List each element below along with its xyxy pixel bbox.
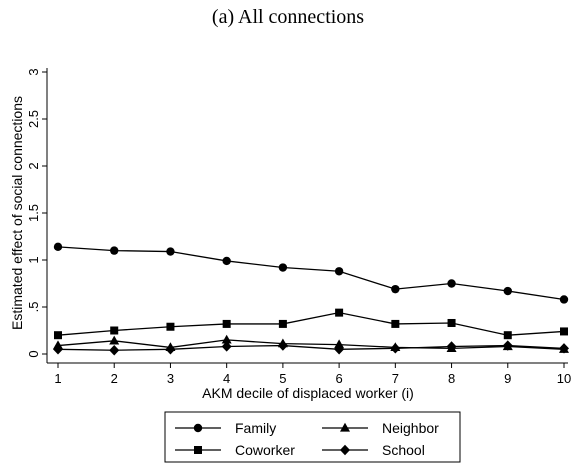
x-tick-label: 10 [557, 371, 571, 386]
series-coworker [54, 308, 568, 340]
school-point [277, 340, 288, 351]
neighbor-point [334, 339, 345, 349]
coworker-point [447, 318, 456, 327]
school-point [559, 343, 569, 354]
family-point [53, 242, 63, 252]
family-point [447, 279, 456, 288]
legend-label: Coworker [235, 442, 295, 458]
coworker-point [54, 331, 62, 340]
school-point [502, 340, 513, 351]
x-tick-label: 6 [335, 371, 342, 386]
legend-label: Neighbor [382, 420, 439, 436]
x-tick-label: 8 [448, 371, 455, 386]
family-point [503, 286, 512, 296]
coworker-point [110, 326, 119, 335]
neighbor-point [109, 335, 120, 345]
family-point [334, 267, 344, 276]
legend-marker [194, 446, 202, 454]
school-point [165, 344, 176, 355]
legend-item-coworker: Coworker [175, 442, 295, 458]
figure-caption: (a) All connections [211, 6, 365, 28]
family-point [278, 263, 288, 272]
family-point [166, 247, 175, 256]
x-tick-label: 5 [279, 371, 286, 386]
family-line [57, 246, 565, 301]
school-point [109, 345, 120, 356]
school-point [53, 344, 63, 355]
series-school [53, 340, 569, 356]
school-point [390, 343, 401, 354]
series-family [53, 242, 569, 304]
family-point [559, 295, 569, 304]
legend-marker [193, 423, 203, 433]
y-tick-label: 1.5 [26, 204, 41, 222]
axes: 0 .5 1 1.5 2 2.5 3 1 2 3 4 5 6 7 8 9 10 [26, 68, 571, 386]
legend-item-school: School [322, 442, 425, 458]
y-axis-title: Estimated effect of social connections [9, 96, 25, 330]
legend-box [164, 411, 461, 463]
plot-area [47, 63, 569, 363]
school-point [334, 344, 345, 355]
x-tick-label: 1 [54, 371, 61, 386]
school-point [221, 341, 232, 352]
legend-item-neighbor: Neighbor [322, 420, 439, 436]
coworker-point [560, 327, 568, 336]
school-line [57, 344, 565, 351]
x-axis-title: AKM decile of displaced worker (i) [202, 385, 414, 401]
y-tick-label: 1 [26, 256, 41, 263]
legend-label: School [382, 442, 425, 458]
y-tick-label: .5 [26, 302, 41, 313]
coworker-point [503, 331, 512, 340]
x-tick-label: 3 [167, 371, 174, 386]
neighbor-line [57, 339, 565, 350]
coworker-point [335, 308, 344, 317]
y-tick-label: 2 [26, 162, 41, 169]
coworker-point [391, 319, 400, 328]
family-point [110, 246, 119, 255]
coworker-point [222, 319, 231, 328]
family-point [222, 256, 231, 266]
y-tick-label: 2.5 [26, 110, 41, 128]
coworker-line [57, 311, 565, 336]
neighbor-point [221, 334, 232, 344]
legend-marker [340, 422, 350, 432]
family-point [391, 284, 400, 294]
legend-marker [340, 444, 350, 456]
series-layer [53, 242, 569, 356]
legend: Family Neighbor Coworker School [164, 411, 461, 463]
x-tick-label: 2 [111, 371, 118, 386]
legend-label: Family [235, 420, 276, 436]
school-point [446, 341, 457, 352]
x-tick-label: 4 [223, 371, 230, 386]
x-tick-label: 7 [392, 371, 399, 386]
legend-item-family: Family [175, 420, 276, 436]
x-tick-label: 9 [504, 371, 511, 386]
coworker-point [278, 319, 287, 328]
y-tick-label: 3 [26, 68, 41, 75]
coworker-point [166, 322, 175, 331]
y-tick-label: 0 [26, 350, 41, 357]
